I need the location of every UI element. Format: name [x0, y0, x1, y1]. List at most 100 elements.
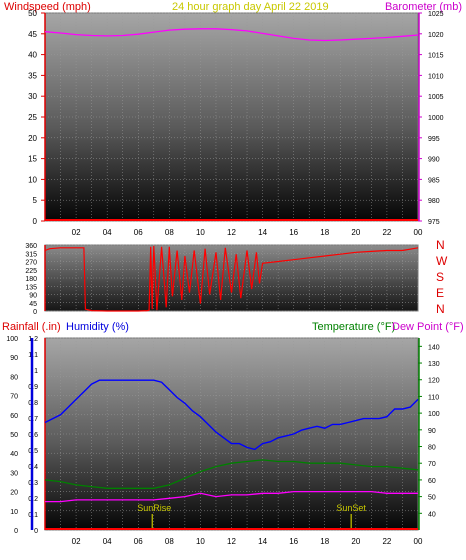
baro-tick-label: 985: [428, 177, 440, 184]
rain-tick-label: 0: [34, 528, 38, 535]
humidity-tick-label: 100: [6, 336, 18, 343]
wind-direction-series: [44, 245, 419, 312]
x-tick-label: 16: [289, 537, 298, 546]
temp-tick-label: 110: [428, 394, 439, 401]
direction-tick-label: 135: [25, 284, 37, 291]
rainfall-axis-label: Rainfall (.in): [2, 321, 61, 333]
dewpoint-series: [45, 490, 418, 503]
direction-tick-label: 45: [29, 301, 37, 308]
x-tick-label: 10: [196, 537, 205, 546]
dewpoint-axis-label: Dew Point (°F): [392, 321, 464, 333]
baro-tick-label: 975: [428, 219, 440, 226]
temp-tick-label: 50: [428, 495, 436, 502]
x-tick-label: 02: [72, 537, 81, 546]
x-tick-label: 20: [351, 537, 360, 546]
x-tick-label: 18: [320, 537, 329, 546]
barometer-series: [44, 28, 419, 42]
temp-tick-label: 60: [428, 478, 436, 485]
humidity-tick-label: 0: [14, 528, 18, 535]
humidity-tick-label: 40: [10, 451, 18, 458]
temp-tick-label: 100: [428, 411, 440, 418]
x-tick-label: 00: [414, 537, 423, 546]
x-tick-label: 18: [320, 228, 329, 237]
direction-tick-label: 360: [25, 243, 37, 250]
x-tick-label: 04: [103, 537, 112, 546]
baro-tick-label: 1015: [428, 53, 444, 60]
temp-tick-label: 70: [428, 461, 436, 468]
x-tick-label: 14: [258, 228, 267, 237]
x-tick-label: 12: [227, 228, 236, 237]
series-group: SunRise SunSet: [44, 28, 419, 530]
wind-tick-label: 30: [28, 92, 37, 101]
baro-tick-label: 1005: [428, 94, 444, 101]
baro-tick-label: 995: [428, 136, 440, 143]
rain-tick-label: 1: [34, 368, 38, 375]
x-tick-label: 16: [289, 228, 298, 237]
axes-group: 0510152025303540455097598098599099510001…: [6, 9, 448, 546]
humidity-tick-label: 60: [10, 413, 18, 420]
x-tick-label: 08: [165, 228, 174, 237]
x-tick-label: 10: [196, 228, 205, 237]
temp-tick-label: 140: [428, 344, 440, 351]
humidity-tick-label: 10: [10, 509, 18, 516]
x-tick-label: 08: [165, 537, 174, 546]
compass-label: S: [436, 270, 444, 284]
header-left-title: Windspeed (mph): [4, 1, 91, 13]
baro-tick-label: 1020: [428, 32, 444, 39]
humidity-tick-label: 20: [10, 490, 18, 497]
wind-tick-label: 15: [28, 155, 37, 164]
humidity-tick-label: 50: [10, 432, 18, 439]
direction-tick-label: 0: [33, 309, 37, 316]
x-tick-label: 12: [227, 537, 236, 546]
humidity-tick-label: 30: [10, 470, 18, 477]
temp-tick-label: 80: [428, 445, 436, 452]
wind-tick-label: 5: [33, 196, 38, 205]
baro-tick-label: 980: [428, 198, 440, 205]
wind-tick-label: 10: [28, 175, 37, 184]
x-tick-label: 00: [414, 228, 423, 237]
baro-tick-label: 990: [428, 157, 440, 164]
compass-label: W: [436, 254, 448, 268]
humidity-tick-label: 70: [10, 394, 18, 401]
compass-label: N: [436, 238, 445, 252]
baro-tick-label: 1010: [428, 73, 444, 80]
compass-label: N: [436, 302, 445, 316]
wind-tick-label: 0: [33, 217, 38, 226]
compass-label: E: [436, 286, 444, 300]
wind-tick-label: 35: [28, 71, 37, 80]
direction-tick-label: 90: [29, 293, 37, 300]
direction-tick-label: 180: [25, 276, 37, 283]
header-center-title: 24 hour graph day April 22 2019: [172, 1, 329, 13]
direction-tick-label: 270: [25, 260, 37, 267]
humidity-axis-label: Humidity (%): [66, 321, 129, 333]
x-tick-label: 02: [72, 228, 81, 237]
wind-tick-label: 40: [28, 51, 37, 60]
wind-tick-label: 50: [28, 9, 37, 18]
x-tick-label: 20: [351, 228, 360, 237]
baro-tick-label: 1025: [428, 11, 444, 18]
x-tick-label: 06: [134, 228, 143, 237]
x-tick-label: 06: [134, 537, 143, 546]
humidity-tick-label: 80: [10, 374, 18, 381]
temp-tick-label: 130: [428, 361, 440, 368]
direction-tick-label: 315: [25, 251, 37, 258]
humidity-tick-label: 90: [10, 355, 18, 362]
sunset-label: SunSet: [336, 503, 366, 513]
wind-tick-label: 25: [28, 113, 37, 122]
x-tick-label: 04: [103, 228, 112, 237]
temp-tick-label: 40: [428, 511, 436, 518]
x-tick-label: 22: [382, 228, 391, 237]
humidity-series: [44, 379, 419, 451]
x-tick-label: 22: [382, 537, 391, 546]
direction-tick-label: 225: [25, 268, 37, 275]
sunrise-label: SunRise: [137, 503, 171, 513]
wind-tick-label: 45: [28, 30, 37, 39]
temp-tick-label: 120: [428, 378, 440, 385]
temperature-axis-label: Temperature (°F): [312, 321, 395, 333]
x-tick-label: 14: [258, 537, 267, 546]
wind-tick-label: 20: [28, 134, 37, 143]
temp-tick-label: 90: [428, 428, 436, 435]
baro-tick-label: 1000: [428, 115, 444, 122]
